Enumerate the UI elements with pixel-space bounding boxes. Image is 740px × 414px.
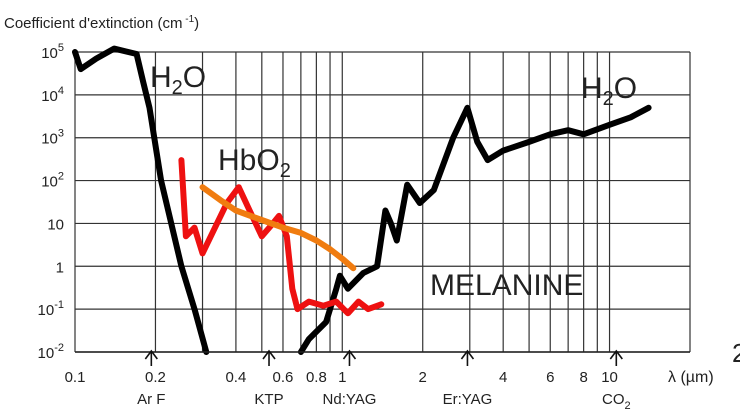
- melanine-label: MELANINE: [430, 269, 583, 302]
- hbo2-label: HbO2: [218, 144, 291, 182]
- y-tick-exponent: -1: [54, 299, 64, 311]
- edge-mark: 2: [732, 338, 740, 368]
- chart-title-superscript: -1: [183, 14, 195, 25]
- laser-subscript: 2: [624, 400, 630, 412]
- h2o-label-left-tail: O: [183, 61, 206, 94]
- series-lines: [72, 45, 652, 355]
- x-axis-label: λ (µm): [668, 369, 714, 386]
- y-tick-label: 10: [47, 216, 64, 233]
- laser-name: Er:YAG: [443, 391, 493, 408]
- series-line-melanine: [199, 184, 357, 272]
- laser-name: Nd:YAG: [323, 391, 377, 408]
- y-tick-base: 10: [41, 88, 58, 105]
- laser-marker-arrow: [144, 349, 158, 360]
- laser-marker-arrow: [342, 349, 357, 360]
- laser-marker-arrow: [460, 349, 475, 360]
- hbo2-label-subscript: 2: [280, 160, 291, 182]
- y-tick-base: 1: [56, 259, 64, 276]
- x-tick-label: 10: [601, 369, 618, 386]
- h2o-label-right: H2O: [581, 72, 637, 110]
- hbo2-label-main: HbO: [218, 144, 280, 177]
- y-tick-label: 1: [56, 259, 64, 276]
- y-tick-base: 10: [41, 174, 58, 191]
- y-tick-base: 10: [38, 345, 55, 362]
- y-tick-base: 10: [41, 131, 58, 148]
- laser-label: CO2: [602, 391, 631, 412]
- y-tick-exponent: 3: [58, 128, 64, 140]
- series-line-hbo2: [178, 157, 385, 317]
- x-tick-label: 1: [338, 369, 346, 386]
- y-tick-base: 10: [47, 216, 64, 233]
- y-tick-label: 105: [41, 42, 64, 62]
- laser-label: Er:YAG: [443, 391, 493, 408]
- h2o-label-right-subscript: 2: [603, 88, 614, 110]
- x-tick-label: 2: [419, 369, 427, 386]
- laser-label: KTP: [254, 391, 283, 408]
- y-tick-label: 102: [41, 171, 64, 191]
- x-tick-label: 4: [499, 369, 507, 386]
- series-line-h2o: [72, 45, 210, 355]
- y-tick-base: 10: [38, 302, 55, 319]
- h2o-label-right-tail: O: [614, 72, 637, 105]
- laser-name: CO: [602, 391, 625, 408]
- laser-label: Nd:YAG: [323, 391, 377, 408]
- x-axis-symbol: λ: [668, 369, 676, 386]
- laser-marker-arrow: [262, 349, 276, 360]
- x-tick-label: 0.6: [273, 369, 294, 386]
- x-tick-label: 6: [546, 369, 554, 386]
- chart-title-close: ): [194, 15, 199, 32]
- h2o-label-right-main: H: [581, 72, 603, 105]
- y-tick-exponent: 5: [58, 42, 64, 54]
- y-tick-label: 104: [41, 85, 64, 105]
- y-tick-exponent: -2: [54, 342, 64, 354]
- laser-name: KTP: [254, 391, 283, 408]
- x-tick-label: 0.1: [65, 369, 86, 386]
- y-tick-exponent: 2: [58, 171, 64, 183]
- laser-name: Ar F: [137, 391, 165, 408]
- y-tick-label: 103: [41, 128, 64, 148]
- chart-labels: Coefficient d'extinction (cm -1)H2O H2OHb…: [4, 14, 740, 368]
- chart-title-text: Coefficient d'extinction (cm: [4, 15, 183, 32]
- h2o-label-left-main: H: [150, 61, 172, 94]
- h2o-label-left-subscript: 2: [172, 77, 183, 99]
- y-tick-label: 10-2: [38, 342, 64, 362]
- x-tick-label: 8: [579, 369, 587, 386]
- series-line-h2o: [297, 104, 652, 355]
- y-tick-base: 10: [41, 45, 58, 62]
- laser-label: Ar F: [137, 391, 165, 408]
- laser-marker-arrow: [609, 349, 623, 360]
- x-tick-label: 0.8: [306, 369, 327, 386]
- x-tick-label: 0.4: [225, 369, 246, 386]
- x-axis-unit: (µm): [676, 369, 714, 386]
- y-tick-label: 10-1: [38, 299, 64, 319]
- h2o-label-left: H2O: [150, 61, 206, 99]
- chart-title: Coefficient d'extinction (cm -1): [4, 14, 199, 32]
- y-tick-exponent: 4: [58, 85, 64, 97]
- x-tick-label: 0.2: [145, 369, 166, 386]
